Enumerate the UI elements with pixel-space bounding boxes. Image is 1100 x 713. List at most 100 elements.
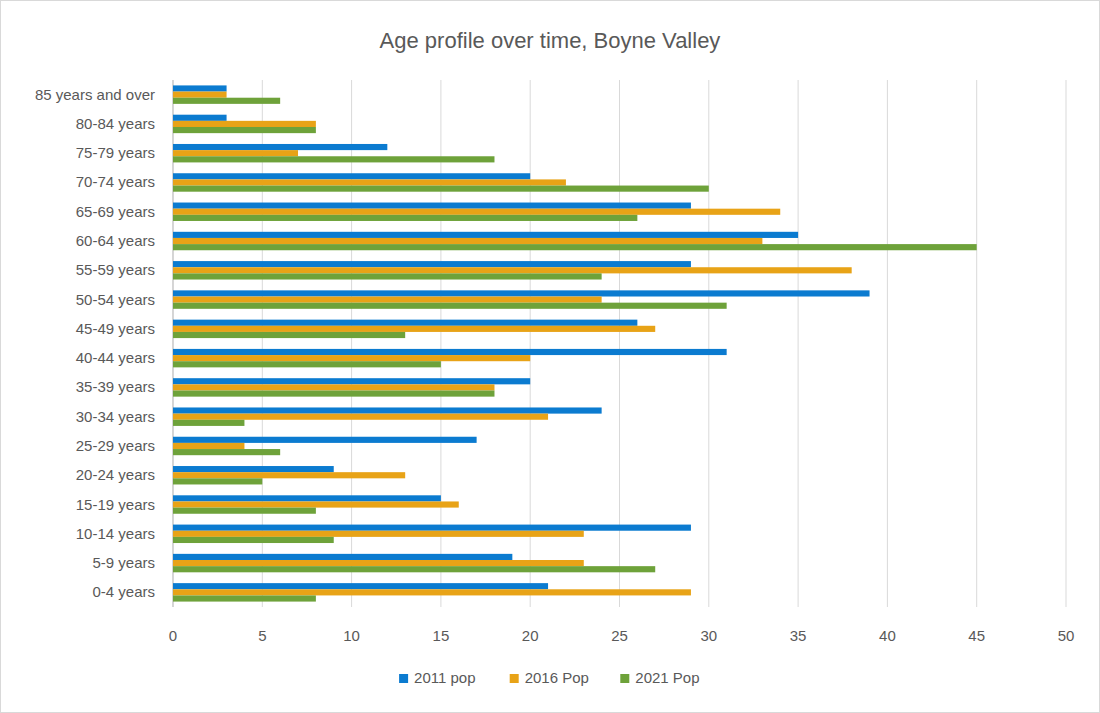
bar xyxy=(173,244,977,250)
bar xyxy=(173,407,602,413)
category-label: 50-54 years xyxy=(76,291,155,308)
category-label: 75-79 years xyxy=(76,144,155,161)
category-label: 0-4 years xyxy=(92,583,155,600)
bar xyxy=(173,589,691,595)
bar xyxy=(173,495,441,501)
bar xyxy=(173,449,280,455)
tick-label: 0 xyxy=(169,627,177,644)
bar xyxy=(173,121,316,127)
bar xyxy=(173,384,494,390)
tick-label: 30 xyxy=(700,627,717,644)
grid-line xyxy=(708,80,709,607)
legend-swatch xyxy=(510,674,519,683)
bar xyxy=(173,85,227,91)
bar xyxy=(173,531,584,537)
bar xyxy=(173,508,316,514)
tick-label: 45 xyxy=(968,627,985,644)
category-label: 5-9 years xyxy=(92,554,155,571)
category-label: 25-29 years xyxy=(76,437,155,454)
bar xyxy=(173,437,477,443)
category-label: 60-64 years xyxy=(76,232,155,249)
bar xyxy=(173,150,298,156)
bar xyxy=(173,414,548,420)
tick-label: 5 xyxy=(258,627,266,644)
bar xyxy=(173,98,280,104)
chart-container: Age profile over time, Boyne Valley 0 5 10 1… xyxy=(0,0,1100,713)
bar xyxy=(173,290,870,296)
bar xyxy=(173,320,637,326)
bar xyxy=(173,501,459,507)
bar xyxy=(173,273,602,279)
category-label: 35-39 years xyxy=(76,378,155,395)
category-label: 85 years and over xyxy=(35,86,155,103)
bar xyxy=(173,595,316,601)
category-label: 40-44 years xyxy=(76,349,155,366)
bar xyxy=(173,390,494,396)
bar xyxy=(173,261,691,267)
legend-swatch xyxy=(620,674,629,683)
legend: 2011 pop 2016 Pop 2021 Pop xyxy=(399,669,699,686)
legend-swatch xyxy=(399,674,408,683)
legend-label: 2021 Pop xyxy=(635,669,699,686)
category-label: 30-34 years xyxy=(76,408,155,425)
category-label: 20-24 years xyxy=(76,466,155,483)
bar xyxy=(173,326,655,332)
chart-svg: Age profile over time, Boyne Valley 0 5 10 1… xyxy=(0,0,1100,713)
tick-label: 40 xyxy=(879,627,896,644)
bar xyxy=(173,186,709,192)
chart-title: Age profile over time, Boyne Valley xyxy=(380,28,721,53)
bar xyxy=(173,297,602,303)
category-label: 10-14 years xyxy=(76,525,155,542)
tick-label: 10 xyxy=(343,627,360,644)
bars xyxy=(173,85,977,601)
bar xyxy=(173,566,655,572)
category-label: 65-69 years xyxy=(76,203,155,220)
grid-line xyxy=(976,80,977,607)
bar xyxy=(173,472,405,478)
bar xyxy=(173,332,405,338)
bar xyxy=(173,238,762,244)
bar xyxy=(173,349,727,355)
bar xyxy=(173,466,334,472)
bar xyxy=(173,215,637,221)
bar xyxy=(173,478,262,484)
tick-label: 25 xyxy=(611,627,628,644)
grid-line xyxy=(1066,80,1067,607)
bar xyxy=(173,303,727,309)
bar xyxy=(173,173,530,179)
category-label: 80-84 years xyxy=(76,115,155,132)
bar xyxy=(173,525,691,531)
bar xyxy=(173,443,244,449)
bar xyxy=(173,537,334,543)
bar xyxy=(173,560,584,566)
bar xyxy=(173,127,316,133)
category-label: 70-74 years xyxy=(76,173,155,190)
bar xyxy=(173,203,691,209)
bar xyxy=(173,554,512,560)
grid-line xyxy=(887,80,888,607)
category-label: 55-59 years xyxy=(76,261,155,278)
legend-label: 2016 Pop xyxy=(525,669,589,686)
tick-label: 35 xyxy=(790,627,807,644)
bar xyxy=(173,209,780,215)
legend-label: 2011 pop xyxy=(414,669,475,686)
bar xyxy=(173,355,530,361)
bar xyxy=(173,378,530,384)
bar xyxy=(173,232,798,238)
bar xyxy=(173,361,441,367)
bar xyxy=(173,92,227,98)
category-label: 15-19 years xyxy=(76,496,155,513)
chart-frame xyxy=(1,1,1100,713)
tick-label: 15 xyxy=(433,627,450,644)
bar xyxy=(173,115,227,121)
bar xyxy=(173,179,566,185)
bar xyxy=(173,583,548,589)
category-label: 45-49 years xyxy=(76,320,155,337)
grid-line xyxy=(798,80,799,607)
bar xyxy=(173,156,494,162)
tick-label: 20 xyxy=(522,627,539,644)
bar xyxy=(173,420,244,426)
tick-label: 50 xyxy=(1058,627,1075,644)
bar xyxy=(173,267,852,273)
bar xyxy=(173,144,387,150)
